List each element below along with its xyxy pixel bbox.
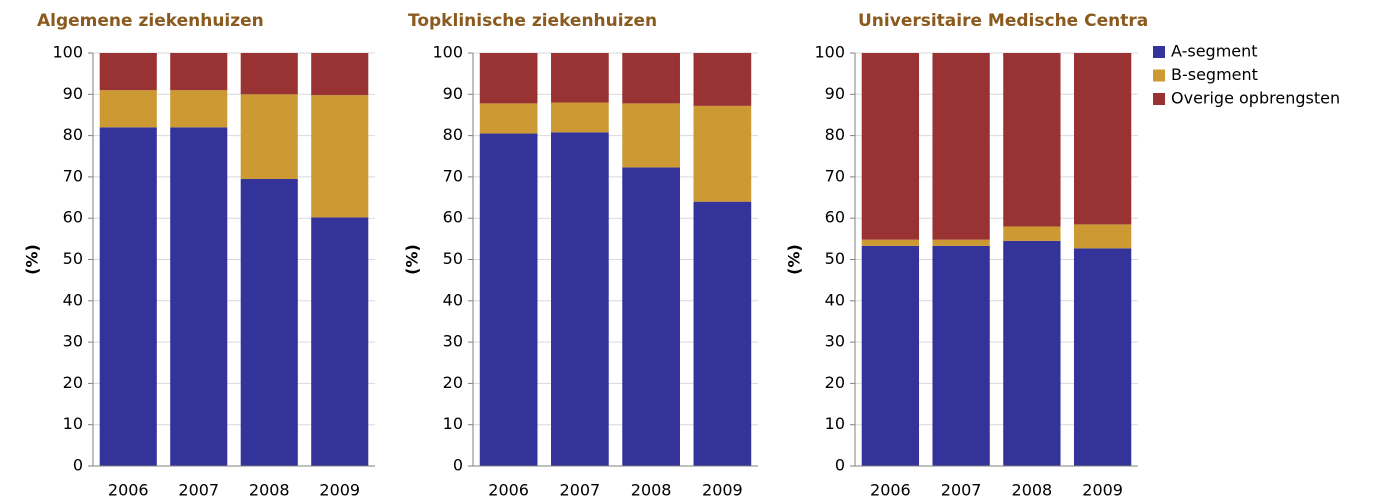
legend-swatch (1153, 93, 1165, 105)
bar-segment (693, 105, 752, 202)
bar-segment (170, 127, 228, 466)
bar-segment (99, 127, 157, 466)
bar-segment (932, 239, 990, 246)
bar-segment (170, 53, 228, 91)
y-tick-label: 40 (63, 290, 83, 309)
y-tick-label: 80 (63, 125, 83, 144)
bar-segment (1003, 53, 1061, 227)
x-tick-label: 2009 (319, 481, 360, 500)
x-tick-label: 2007 (941, 481, 982, 500)
bar-segment (479, 53, 538, 104)
legend-swatch (1153, 46, 1165, 58)
y-tick-label: 30 (825, 332, 845, 351)
y-tick-label: 20 (825, 373, 845, 392)
bar-segment (311, 53, 369, 96)
y-tick-label: 10 (443, 414, 463, 433)
y-tick-label: 80 (825, 125, 845, 144)
y-tick-label: 50 (443, 249, 463, 268)
bar-segment (932, 53, 990, 240)
x-tick-label: 2006 (108, 481, 149, 500)
bar-segment (1073, 53, 1132, 225)
bar-segment (861, 239, 920, 246)
y-tick-label: 90 (825, 84, 845, 103)
bar-segment (551, 102, 609, 133)
bar-segment (1003, 226, 1061, 241)
chart-title: Topklinische ziekenhuizen (408, 11, 657, 31)
bar-segment (311, 95, 369, 218)
bar-segment (240, 94, 298, 179)
y-tick-label: 60 (443, 208, 463, 227)
y-axis-label: (%) (23, 244, 42, 275)
bar-segment (622, 103, 680, 168)
chart-title: Universitaire Medische Centra (858, 11, 1148, 31)
bar-segment (693, 53, 752, 106)
bar-segment (1003, 240, 1061, 466)
y-tick-label: 100 (52, 43, 83, 62)
x-tick-label: 2009 (702, 481, 743, 500)
bar-segment (861, 245, 920, 466)
y-tick-label: 90 (443, 84, 463, 103)
bar-segment (1073, 224, 1132, 249)
bar-segment (1073, 248, 1132, 466)
bar-segment (551, 53, 609, 103)
x-tick-label: 2006 (870, 481, 911, 500)
y-tick-label: 100 (814, 43, 845, 62)
bar-segment (240, 178, 298, 466)
y-tick-label: 60 (825, 208, 845, 227)
x-tick-label: 2008 (1012, 481, 1053, 500)
bar-segment (551, 132, 609, 466)
y-tick-label: 50 (63, 249, 83, 268)
y-tick-label: 30 (63, 332, 83, 351)
y-tick-label: 10 (63, 414, 83, 433)
x-tick-label: 2007 (178, 481, 219, 500)
chart-title: Algemene ziekenhuizen (37, 11, 264, 31)
bar-segment (240, 53, 298, 95)
x-tick-label: 2008 (249, 481, 290, 500)
bar-segment (170, 90, 228, 128)
x-tick-label: 2008 (631, 481, 672, 500)
bar-segment (479, 103, 538, 134)
x-tick-label: 2009 (1082, 481, 1123, 500)
y-tick-label: 60 (63, 208, 83, 227)
bar-segment (622, 53, 680, 104)
bar-segment (479, 133, 538, 466)
y-tick-label: 70 (443, 166, 463, 185)
legend-label: Overige opbrengsten (1171, 89, 1340, 108)
y-tick-label: 0 (73, 456, 83, 475)
y-tick-label: 0 (835, 456, 845, 475)
bar-segment (99, 90, 157, 128)
bar-segment (311, 217, 369, 466)
y-tick-label: 80 (443, 125, 463, 144)
y-tick-label: 40 (825, 290, 845, 309)
y-tick-label: 70 (825, 166, 845, 185)
y-tick-label: 0 (453, 456, 463, 475)
y-tick-label: 100 (432, 43, 463, 62)
x-tick-label: 2006 (488, 481, 529, 500)
bar-segment (622, 167, 680, 466)
y-tick-label: 10 (825, 414, 845, 433)
y-tick-label: 90 (63, 84, 83, 103)
y-axis-label: (%) (785, 244, 804, 275)
bar-segment (693, 201, 752, 466)
y-tick-label: 20 (63, 373, 83, 392)
y-tick-label: 70 (63, 166, 83, 185)
legend-label: A-segment (1171, 42, 1258, 61)
y-axis-label: (%) (403, 244, 422, 275)
legend-label: B-segment (1171, 65, 1258, 84)
y-tick-label: 40 (443, 290, 463, 309)
legend-swatch (1153, 69, 1165, 82)
y-tick-label: 30 (443, 332, 463, 351)
x-tick-label: 2007 (560, 481, 601, 500)
y-tick-label: 20 (443, 373, 463, 392)
y-tick-label: 50 (825, 249, 845, 268)
bar-segment (932, 245, 990, 466)
bar-segment (99, 53, 157, 91)
bar-segment (861, 53, 920, 240)
